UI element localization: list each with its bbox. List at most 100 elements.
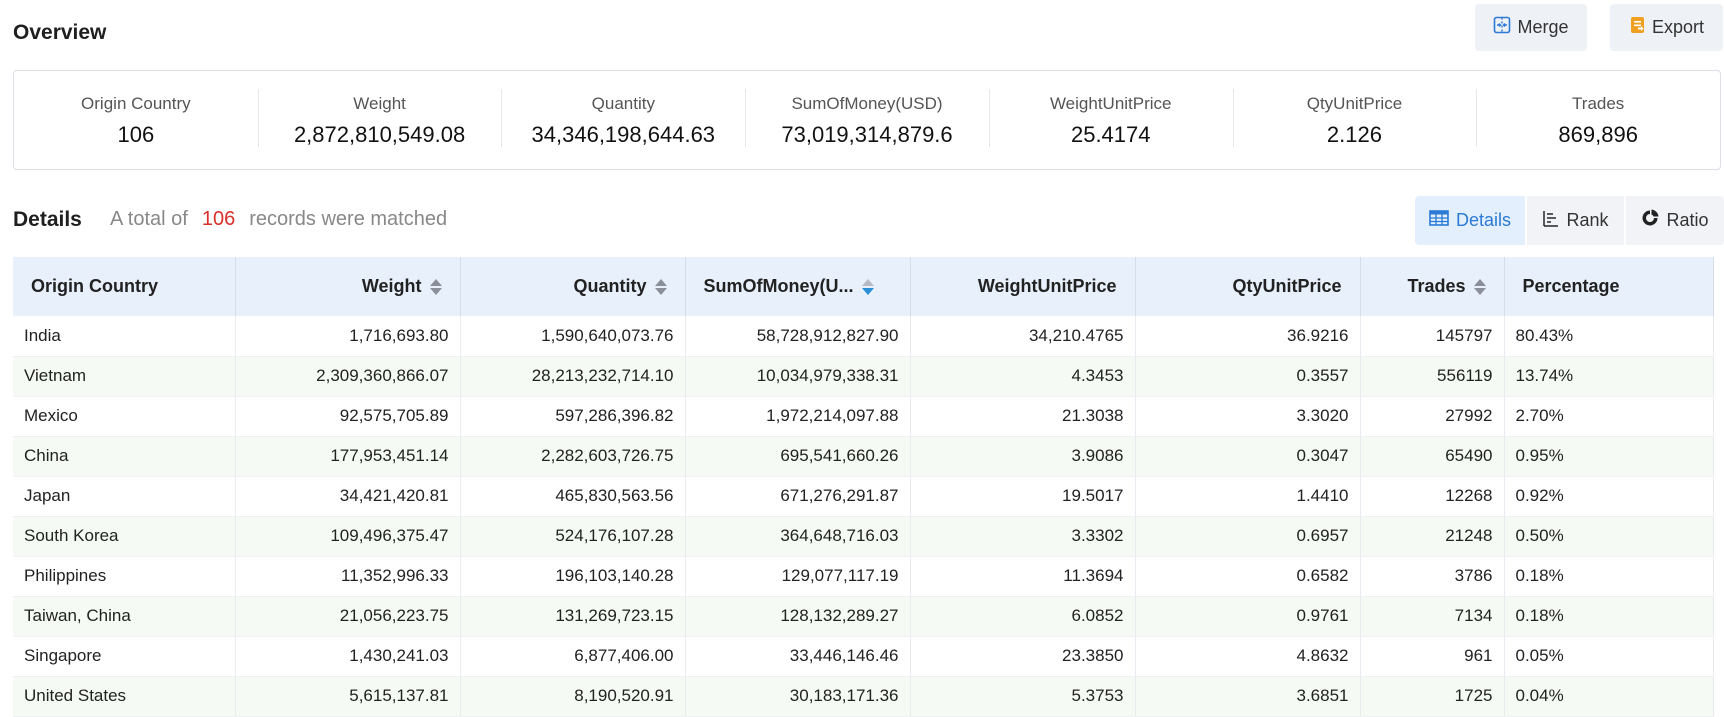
merge-label: Merge: [1517, 17, 1569, 37]
export-icon: [1629, 16, 1646, 39]
column-header-label: QtyUnitPrice: [1232, 276, 1342, 296]
cell-percentage: 0.95%: [1504, 436, 1714, 477]
cell-qty-unit-price: 3.6851: [1135, 676, 1361, 717]
export-button[interactable]: Export: [1610, 4, 1723, 51]
stat-label: SumOfMoney(USD): [791, 94, 943, 113]
details-title: Details: [13, 208, 82, 231]
cell-weight: 11,352,996.33: [235, 556, 461, 597]
cell-percentage: 0.50%: [1504, 516, 1714, 557]
cell-percentage: 13.74%: [1504, 356, 1714, 397]
cell-quantity: 1,590,640,073.76: [460, 316, 686, 357]
cell-trades: 3786: [1360, 556, 1505, 597]
cell-trades: 7134: [1360, 596, 1505, 637]
cell-origin-country: Singapore: [13, 636, 236, 677]
cell-sum-of-money: 58,728,912,827.90: [685, 316, 911, 357]
stat-value: 2.126: [1326, 122, 1382, 147]
table-row[interactable]: China 177,953,451.14 2,282,603,726.75 69…: [13, 436, 1714, 477]
column-header-label: Origin Country: [31, 276, 158, 296]
stat-label: Origin Country: [81, 94, 191, 113]
cell-origin-country: United States: [13, 676, 236, 717]
table-row[interactable]: United States 5,615,137.81 8,190,520.91 …: [13, 676, 1714, 717]
stat-label: QtyUnitPrice: [1306, 94, 1403, 113]
ratio-view-button[interactable]: Ratio: [1626, 196, 1724, 245]
pie-ratio-icon: [1641, 209, 1659, 232]
cell-weight-unit-price: 34,210.4765: [910, 316, 1136, 357]
cell-sum-of-money: 1,972,214,097.88: [685, 396, 911, 437]
stat-sum-of-money: SumOfMoney(USD) 73,019,314,879.6: [745, 71, 989, 169]
cell-quantity: 6,877,406.00: [460, 636, 686, 677]
cell-weight-unit-price: 4.3453: [910, 356, 1136, 397]
cell-sum-of-money: 33,446,146.46: [685, 636, 911, 677]
table-icon: [1429, 210, 1449, 231]
cell-weight: 1,430,241.03: [235, 636, 461, 677]
stat-value: 869,896: [1558, 122, 1638, 147]
sort-caret-icon[interactable]: [861, 278, 874, 295]
column-header-weight[interactable]: Weight: [235, 257, 461, 316]
cell-percentage: 0.04%: [1504, 676, 1714, 717]
stat-value: 106: [117, 122, 155, 147]
column-header-percentage: Percentage: [1504, 257, 1714, 316]
view-switch: Details Rank Ratio: [1415, 196, 1724, 245]
cell-quantity: 8,190,520.91: [460, 676, 686, 717]
column-header-label: Quantity: [573, 276, 647, 296]
column-header-quantity[interactable]: Quantity: [460, 257, 686, 316]
table-row[interactable]: Mexico 92,575,705.89 597,286,396.82 1,97…: [13, 396, 1714, 437]
cell-qty-unit-price: 1.4410: [1135, 476, 1361, 517]
stat-weight-unit-price: WeightUnitPrice 25.4174: [988, 71, 1233, 169]
table-row[interactable]: South Korea 109,496,375.47 524,176,107.2…: [13, 516, 1714, 557]
cell-sum-of-money: 30,183,171.36: [685, 676, 911, 717]
cell-quantity: 131,269,723.15: [460, 596, 686, 637]
cell-qty-unit-price: 3.3020: [1135, 396, 1361, 437]
cell-sum-of-money: 10,034,979,338.31: [685, 356, 911, 397]
sort-caret-icon[interactable]: [1473, 278, 1486, 295]
details-view-label: Details: [1455, 210, 1512, 230]
table-row[interactable]: Vietnam 2,309,360,866.07 28,213,232,714.…: [13, 356, 1714, 397]
ratio-view-label: Ratio: [1666, 210, 1709, 230]
cell-weight: 21,056,223.75: [235, 596, 461, 637]
stat-weight: Weight 2,872,810,549.08: [257, 71, 502, 169]
cell-quantity: 2,282,603,726.75: [460, 436, 686, 477]
cell-origin-country: Philippines: [13, 556, 236, 597]
sort-caret-icon[interactable]: [654, 278, 667, 295]
stat-label: Weight: [353, 94, 406, 113]
merge-icon: [1493, 16, 1511, 39]
details-table: Origin Country Weight Quantity SumOfMone…: [13, 257, 1714, 717]
table-row[interactable]: Singapore 1,430,241.03 6,877,406.00 33,4…: [13, 636, 1714, 677]
cell-qty-unit-price: 0.6957: [1135, 516, 1361, 557]
column-header-sum-of-money[interactable]: SumOfMoney(U...: [685, 257, 911, 316]
rank-bars-icon: [1542, 210, 1559, 232]
table-row[interactable]: Taiwan, China 21,056,223.75 131,269,723.…: [13, 596, 1714, 637]
rank-view-button[interactable]: Rank: [1527, 196, 1624, 245]
cell-qty-unit-price: 0.9761: [1135, 596, 1361, 637]
cell-weight: 177,953,451.14: [235, 436, 461, 477]
stat-trades: Trades 869,896: [1476, 71, 1720, 169]
cell-qty-unit-price: 4.8632: [1135, 636, 1361, 677]
cell-weight: 92,575,705.89: [235, 396, 461, 437]
column-header-trades[interactable]: Trades: [1360, 257, 1505, 316]
table-row[interactable]: Philippines 11,352,996.33 196,103,140.28…: [13, 556, 1714, 597]
cell-weight: 5,615,137.81: [235, 676, 461, 717]
cell-percentage: 0.18%: [1504, 596, 1714, 637]
details-view-button[interactable]: Details: [1415, 196, 1525, 245]
table-row[interactable]: India 1,716,693.80 1,590,640,073.76 58,7…: [13, 316, 1714, 357]
cell-origin-country: Mexico: [13, 396, 236, 437]
sort-caret-icon[interactable]: [429, 278, 442, 295]
cell-weight-unit-price: 23.3850: [910, 636, 1136, 677]
cell-weight-unit-price: 11.3694: [910, 556, 1136, 597]
stat-quantity: Quantity 34,346,198,644.63: [501, 71, 745, 169]
cell-weight-unit-price: 3.3302: [910, 516, 1136, 557]
cell-trades: 21248: [1360, 516, 1505, 557]
page-title: Overview: [13, 21, 107, 44]
cell-trades: 961: [1360, 636, 1505, 677]
cell-quantity: 196,103,140.28: [460, 556, 686, 597]
column-header-qty-unit-price: QtyUnitPrice: [1135, 257, 1361, 316]
merge-button[interactable]: Merge: [1475, 4, 1587, 51]
stat-value: 2,872,810,549.08: [293, 122, 466, 147]
cell-percentage: 0.05%: [1504, 636, 1714, 677]
cell-qty-unit-price: 0.3557: [1135, 356, 1361, 397]
cell-percentage: 0.92%: [1504, 476, 1714, 517]
column-header-weight-unit-price: WeightUnitPrice: [910, 257, 1136, 316]
table-row[interactable]: Japan 34,421,420.81 465,830,563.56 671,2…: [13, 476, 1714, 517]
stat-label: Trades: [1572, 94, 1625, 113]
records-summary: A total of 106 records were matched: [110, 208, 447, 231]
